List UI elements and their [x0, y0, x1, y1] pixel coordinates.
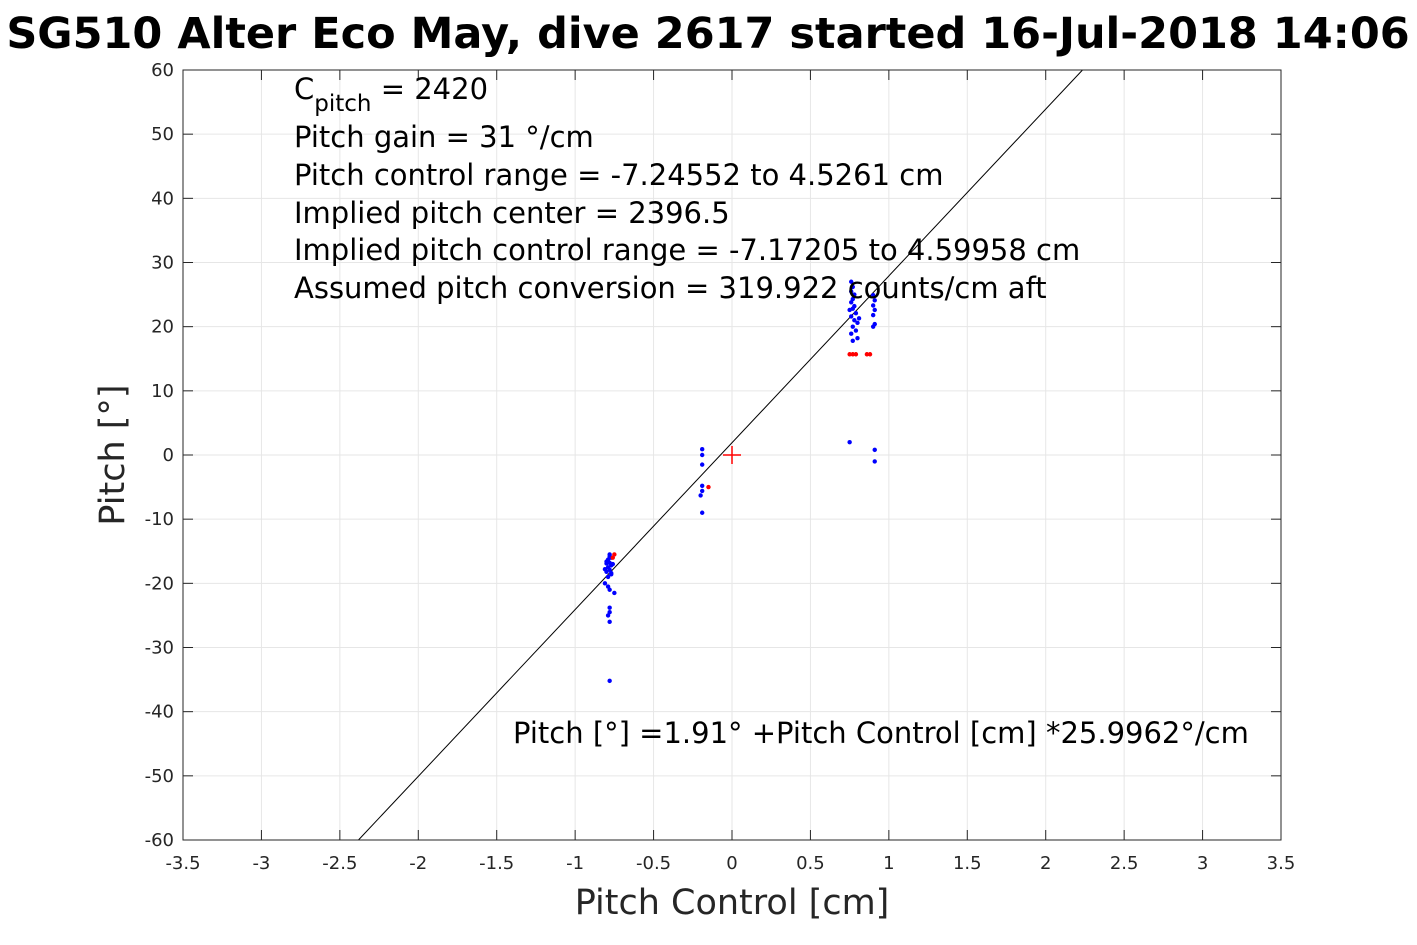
data-point-red: [850, 352, 855, 357]
data-point-blue: [602, 567, 608, 572]
x-tick-label: 3: [1197, 853, 1208, 874]
data-point-blue: [855, 336, 860, 341]
data-point-blue: [699, 483, 705, 488]
data-point-blue: [604, 561, 609, 566]
y-tick-label: 60: [151, 60, 174, 81]
data-point-red: [864, 352, 870, 357]
x-tick-label: 2: [1040, 853, 1051, 874]
x-axis-label: Pitch Control [cm]: [575, 883, 890, 923]
y-tick-label: -60: [145, 830, 174, 851]
data-point-blue: [872, 298, 877, 303]
data-point-blue: [605, 574, 611, 580]
x-tick-label: 2.5: [1110, 853, 1139, 874]
y-tick-label: 0: [163, 445, 174, 466]
data-point-blue: [870, 312, 876, 318]
x-tick-label: 1.5: [953, 853, 982, 874]
data-point-blue: [602, 581, 608, 586]
data-point-blue: [872, 307, 877, 313]
data-point-blue: [610, 561, 615, 567]
data-point-blue: [870, 324, 876, 329]
y-tick-label: 10: [151, 381, 174, 402]
data-point-red: [853, 352, 859, 357]
data-point-red: [847, 352, 852, 357]
y-tick-label: -20: [145, 573, 174, 594]
center-marker-layer: [723, 446, 741, 464]
c-pitch-value: = 2420: [371, 72, 488, 106]
implied-pitch-control-range-annotation: Implied pitch control range = -7.17205 t…: [294, 233, 1080, 267]
data-point-blue: [855, 320, 860, 326]
data-point-blue: [612, 590, 617, 596]
data-point-red: [706, 484, 711, 490]
data-point-blue: [849, 300, 854, 305]
data-point-blue: [699, 488, 705, 494]
chart-title: SG510 Alter Eco May, dive 2617 started 1…: [6, 9, 1409, 59]
c-pitch-annotation: Cpitch = 2420: [294, 72, 488, 117]
x-tick-label: -3: [252, 853, 270, 874]
data-point-blue: [870, 293, 876, 298]
y-tick-label: -50: [145, 766, 174, 787]
data-point-blue: [852, 318, 857, 323]
y-tick-label: -30: [145, 638, 174, 659]
data-point-blue: [607, 605, 612, 610]
x-tick-label: 1: [883, 853, 894, 874]
data-point-blue: [872, 447, 877, 453]
data-point-blue: [850, 338, 855, 343]
c-pitch-symbol: C: [294, 72, 314, 106]
data-point-blue: [849, 331, 854, 336]
y-tick-label: -10: [145, 509, 174, 530]
data-point-blue: [847, 307, 852, 313]
data-point-blue: [852, 292, 857, 297]
data-point-blue: [698, 493, 703, 498]
y-tick-label: -40: [145, 702, 174, 723]
data-point-blue: [609, 570, 614, 576]
x-tick-label: -2.5: [322, 853, 357, 874]
info-annotations: Cpitch = 2420 Pitch gain = 31 °/cm Pitch…: [294, 72, 1249, 750]
data-point-blue: [853, 310, 859, 316]
x-tick-label: -1.5: [479, 853, 514, 874]
data-point-blue: [870, 303, 876, 308]
x-tick-label: 0.5: [796, 853, 825, 874]
fit-line-layer: [358, 69, 1083, 841]
fit-line: [358, 69, 1083, 841]
data-point-blue: [850, 284, 855, 290]
data-point-blue: [605, 613, 611, 618]
data-point-blue: [699, 510, 705, 515]
data-point-blue: [872, 459, 877, 464]
c-pitch-subscript: pitch: [314, 91, 371, 117]
implied-pitch-center-annotation: Implied pitch center = 2396.5: [294, 196, 730, 230]
data-point-blue: [849, 289, 854, 294]
data-point-blue: [856, 316, 862, 321]
assumed-pitch-conversion-annotation: Assumed pitch conversion = 319.922 count…: [294, 271, 1047, 305]
data-point-blue: [699, 447, 705, 452]
data-point-blue: [699, 452, 705, 458]
x-tick-label: -0.5: [636, 853, 671, 874]
y-tick-label: 40: [151, 188, 174, 209]
data-point-blue: [850, 324, 855, 329]
data-point-blue: [849, 279, 854, 284]
x-tick-label: -1: [566, 853, 584, 874]
fit-equation-annotation: Pitch [°] =1.91° +Pitch Control [cm] *25…: [513, 716, 1249, 750]
data-point-blue: [853, 328, 859, 333]
data-point-red: [610, 555, 615, 560]
data-point-red: [867, 352, 873, 357]
data-point-blue: [607, 619, 612, 625]
data-point-blue: [607, 587, 612, 592]
x-tick-label: 3.5: [1267, 853, 1296, 874]
points-layer: [602, 279, 877, 684]
data-point-blue: [607, 678, 612, 684]
pitch-control-range-annotation: Pitch control range = -7.24552 to 4.5261…: [294, 158, 943, 192]
x-tick-label: -2: [409, 853, 427, 874]
y-tick-label: 20: [151, 317, 174, 338]
x-tick-label: -3.5: [165, 853, 200, 874]
data-point-blue: [847, 439, 852, 445]
pitch-gain-annotation: Pitch gain = 31 °/cm: [294, 120, 594, 154]
ticks: -3.5 -3 -2.5 -2 -1.5 -1 -0.5 0 0.5 1 1.5 2 2.5 3 3.5 -6…: [145, 60, 1296, 874]
data-point-blue: [849, 314, 854, 319]
data-point-blue: [699, 462, 705, 467]
x-tick-label: 0: [726, 853, 737, 874]
y-axis-label: Pitch [°]: [93, 384, 133, 525]
y-tick-label: 30: [151, 253, 174, 274]
y-tick-label: 50: [151, 124, 174, 145]
